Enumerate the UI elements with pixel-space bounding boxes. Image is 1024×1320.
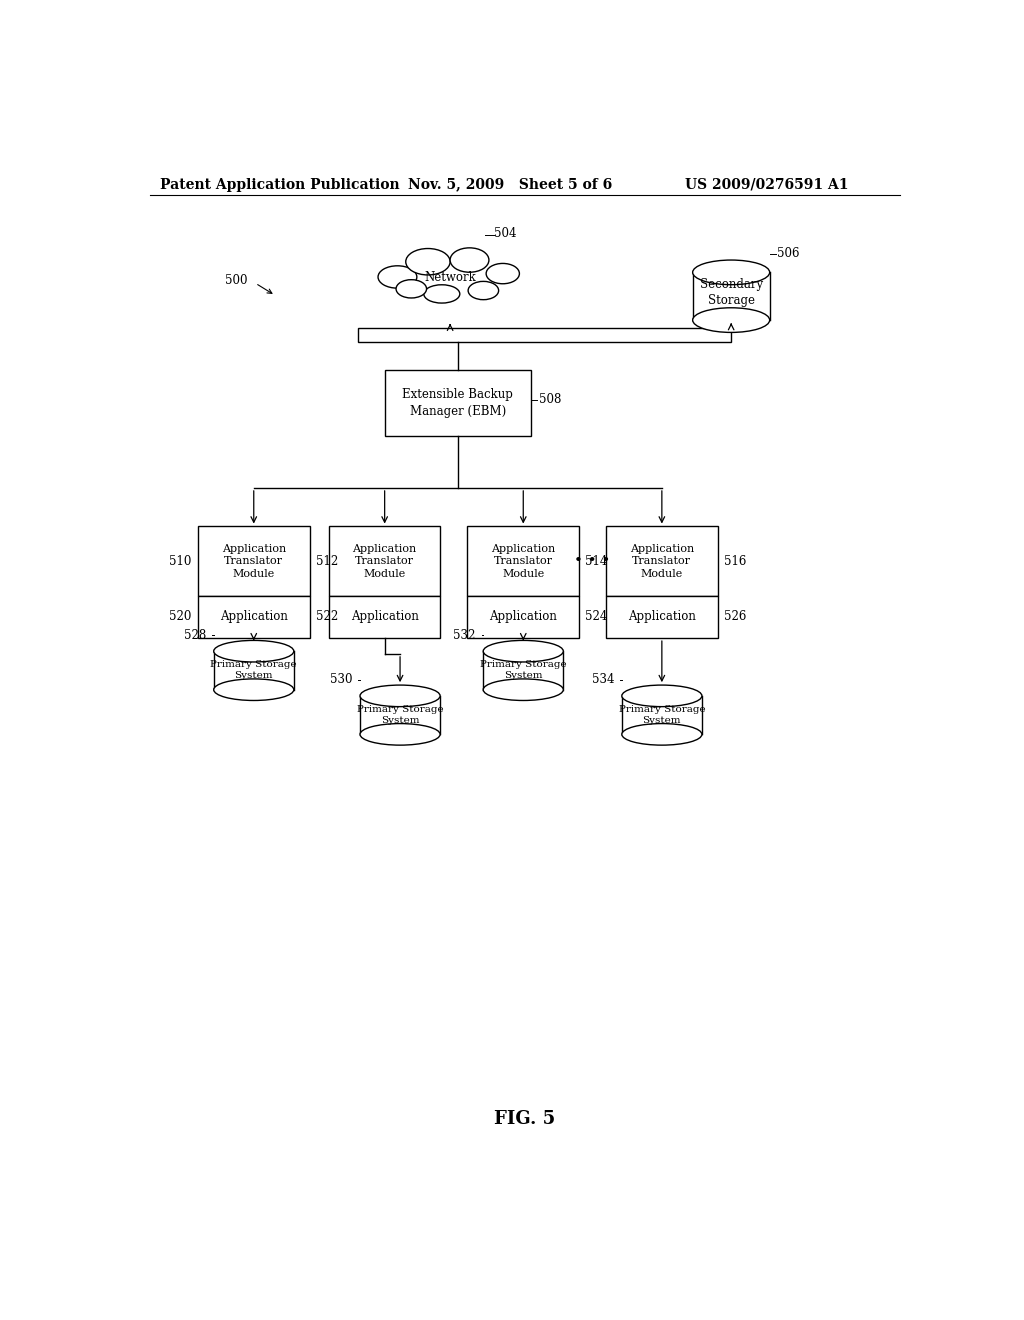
FancyBboxPatch shape (198, 595, 309, 638)
Text: Application: Application (489, 610, 557, 623)
FancyBboxPatch shape (329, 527, 440, 595)
Text: 508: 508 (539, 393, 561, 407)
Ellipse shape (214, 678, 294, 701)
Text: 528: 528 (183, 628, 206, 642)
FancyBboxPatch shape (385, 370, 531, 436)
Text: Application: Application (220, 610, 288, 623)
Text: Primary Storage
System: Primary Storage System (211, 660, 297, 681)
Text: 520: 520 (169, 610, 191, 623)
Text: Application: Application (351, 610, 419, 623)
Ellipse shape (486, 264, 519, 284)
Ellipse shape (451, 248, 488, 272)
Text: 504: 504 (494, 227, 516, 240)
Text: 526: 526 (724, 610, 746, 623)
FancyBboxPatch shape (357, 327, 731, 342)
Text: Application
Translator
Module: Application Translator Module (630, 544, 694, 578)
Ellipse shape (360, 723, 440, 744)
Text: Network: Network (424, 271, 476, 284)
FancyBboxPatch shape (483, 651, 563, 689)
Text: 500: 500 (225, 273, 248, 286)
Ellipse shape (622, 685, 701, 706)
Ellipse shape (406, 248, 451, 275)
Text: 524: 524 (586, 610, 607, 623)
Text: 532: 532 (454, 628, 475, 642)
Text: Application: Application (628, 610, 695, 623)
Text: 506: 506 (777, 247, 800, 260)
Ellipse shape (483, 640, 563, 663)
Text: Primary Storage
System: Primary Storage System (618, 705, 706, 725)
Ellipse shape (622, 723, 701, 744)
Text: • • •: • • • (574, 554, 610, 568)
Text: 510: 510 (169, 554, 191, 568)
FancyBboxPatch shape (198, 527, 309, 595)
Ellipse shape (360, 685, 440, 706)
FancyBboxPatch shape (606, 595, 718, 638)
Text: Application
Translator
Module: Application Translator Module (492, 544, 555, 578)
Text: 534: 534 (592, 673, 614, 686)
Ellipse shape (214, 640, 294, 663)
Ellipse shape (692, 308, 770, 333)
Text: 530: 530 (330, 673, 352, 686)
Text: Secondary
Storage: Secondary Storage (699, 279, 763, 306)
Text: 516: 516 (724, 554, 746, 568)
FancyBboxPatch shape (467, 595, 580, 638)
FancyBboxPatch shape (606, 527, 718, 595)
Ellipse shape (424, 285, 460, 304)
Ellipse shape (692, 260, 770, 285)
FancyBboxPatch shape (214, 651, 294, 689)
Text: Patent Application Publication: Patent Application Publication (160, 178, 399, 191)
Text: 514: 514 (586, 554, 607, 568)
Text: Primary Storage
System: Primary Storage System (356, 705, 443, 725)
FancyBboxPatch shape (467, 527, 580, 595)
FancyBboxPatch shape (329, 595, 440, 638)
Ellipse shape (378, 265, 417, 288)
Ellipse shape (483, 678, 563, 701)
FancyBboxPatch shape (360, 696, 440, 734)
Text: 512: 512 (315, 554, 338, 568)
Text: FIG. 5: FIG. 5 (495, 1110, 555, 1129)
Text: Extensible Backup
Manager (EBM): Extensible Backup Manager (EBM) (402, 388, 513, 418)
Text: Primary Storage
System: Primary Storage System (480, 660, 566, 681)
Ellipse shape (396, 280, 427, 298)
Text: 522: 522 (315, 610, 338, 623)
FancyBboxPatch shape (622, 696, 701, 734)
FancyBboxPatch shape (692, 272, 770, 321)
Text: US 2009/0276591 A1: US 2009/0276591 A1 (685, 178, 849, 191)
Text: Application
Translator
Module: Application Translator Module (352, 544, 417, 578)
Text: Application
Translator
Module: Application Translator Module (221, 544, 286, 578)
Text: Nov. 5, 2009   Sheet 5 of 6: Nov. 5, 2009 Sheet 5 of 6 (408, 178, 612, 191)
Ellipse shape (468, 281, 499, 300)
